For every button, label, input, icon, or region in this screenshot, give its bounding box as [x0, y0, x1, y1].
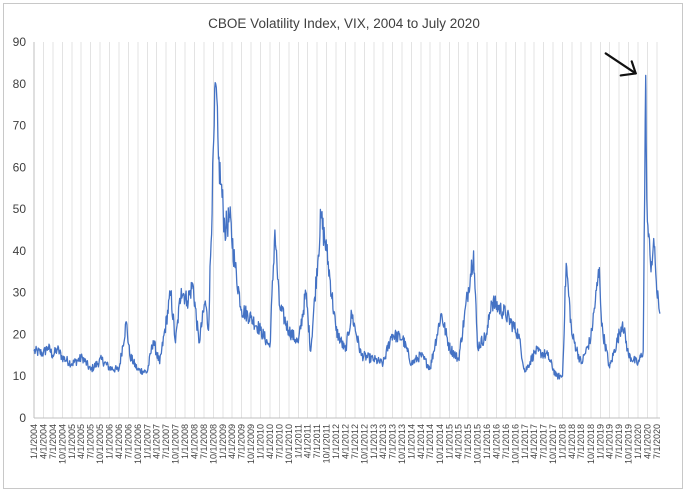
x-tick-label: 4/1/2012: [340, 424, 350, 459]
x-tick-label: 1/1/2017: [520, 424, 530, 459]
y-tick-label: 50: [13, 202, 27, 216]
x-tick-label: 7/1/2018: [576, 424, 586, 459]
x-tick-label: 1/1/2014: [407, 424, 417, 459]
x-tick-label: 7/1/2017: [539, 424, 549, 459]
y-tick-label: 90: [13, 35, 27, 49]
x-tick-label: 7/1/2004: [48, 424, 58, 459]
x-axis-ticks: 1/1/2004 4/1/2004 7/1/2004 10/1/2004 1/1/200…: [29, 424, 662, 464]
x-tick-label: 10/1/2015: [472, 424, 482, 464]
x-tick-label: 4/1/2018: [567, 424, 577, 459]
x-tick-label: 7/1/2015: [463, 424, 473, 459]
x-tick-label: 10/1/2014: [435, 424, 445, 464]
y-tick-label: 40: [13, 244, 27, 258]
x-tick-label: 4/1/2005: [76, 424, 86, 459]
x-tick-label: 4/1/2019: [605, 424, 615, 459]
x-tick-label: 1/1/2004: [29, 424, 39, 459]
x-tick-label: 1/1/2013: [369, 424, 379, 459]
y-tick-label: 10: [13, 369, 27, 383]
x-tick-label: 10/1/2009: [246, 424, 256, 464]
x-tick-label: 4/1/2004: [38, 424, 48, 459]
arrow-head: [619, 60, 637, 77]
x-tick-label: 4/1/2006: [114, 424, 124, 459]
x-tick-label: 1/1/2011: [293, 424, 303, 458]
x-tick-label: 1/1/2012: [331, 424, 341, 459]
x-tick-label: 4/1/2010: [265, 424, 275, 459]
x-tick-label: 4/1/2011: [303, 424, 313, 458]
x-tick-label: 7/1/2014: [425, 424, 435, 459]
x-tick-label: 10/1/2019: [623, 424, 633, 464]
x-tick-label: 4/1/2017: [529, 424, 539, 459]
vix-line-chart: CBOE Volatility Index, VIX, 2004 to July…: [13, 16, 662, 464]
x-tick-label: 10/1/2007: [170, 424, 180, 464]
x-tick-label: 4/1/2008: [189, 424, 199, 459]
x-tick-label: 4/1/2020: [642, 424, 652, 459]
x-tick-label: 7/1/2007: [161, 424, 171, 459]
x-tick-label: 7/1/2020: [652, 424, 662, 459]
x-tick-label: 7/1/2008: [199, 424, 209, 459]
x-tick-label: 4/1/2016: [491, 424, 501, 459]
x-tick-label: 10/1/2018: [586, 424, 596, 464]
arrow-shaft: [604, 52, 637, 75]
x-tick-label: 4/1/2015: [454, 424, 464, 459]
y-axis-ticks: 0 10 20 30 40 50 60 70 80 90: [13, 35, 27, 425]
x-tick-label: 1/1/2006: [105, 424, 115, 459]
x-tick-label: 10/1/2010: [284, 424, 294, 464]
x-tick-label: 7/1/2012: [350, 424, 360, 459]
x-tick-label: 10/1/2017: [548, 424, 558, 464]
y-tick-label: 80: [13, 77, 27, 91]
y-tick-label: 0: [19, 411, 26, 425]
x-tick-label: 1/1/2019: [595, 424, 605, 459]
x-tick-label: 1/1/2018: [558, 424, 568, 459]
x-tick-label: 1/1/2016: [482, 424, 492, 459]
x-tick-label: 4/1/2014: [416, 424, 426, 459]
x-tick-label: 10/1/2008: [208, 424, 218, 464]
chart-title: CBOE Volatility Index, VIX, 2004 to July…: [208, 16, 480, 31]
x-tick-label: 7/1/2019: [614, 424, 624, 459]
y-tick-label: 70: [13, 119, 27, 133]
x-tick-label: 7/1/2009: [237, 424, 247, 459]
series-line-vix: [33, 74, 661, 380]
x-tick-label: 1/1/2010: [256, 424, 266, 459]
x-tick-label: 10/1/2011: [321, 424, 331, 463]
x-tick-label: 1/1/2008: [180, 424, 190, 459]
x-tick-label: 4/1/2009: [227, 424, 237, 459]
x-tick-label: 7/1/2006: [123, 424, 133, 459]
x-tick-label: 10/1/2016: [510, 424, 520, 464]
x-tick-label: 1/1/2009: [218, 424, 228, 459]
y-tick-label: 60: [13, 160, 27, 174]
x-tick-label: 7/1/2005: [86, 424, 96, 459]
x-tick-label: 10/1/2006: [133, 424, 143, 464]
x-tick-label: 10/1/2005: [95, 424, 105, 464]
x-tick-label: 7/1/2016: [501, 424, 511, 459]
x-tick-label: 1/1/2005: [67, 424, 77, 459]
x-tick-label: 10/1/2004: [57, 424, 67, 464]
x-tick-label: 10/1/2013: [397, 424, 407, 464]
x-tick-label: 4/1/2013: [378, 424, 388, 459]
y-tick-label: 30: [13, 286, 27, 300]
x-tick-label: 1/1/2007: [142, 424, 152, 459]
peak-arrow-annotation: [604, 52, 637, 77]
x-tick-label: 7/1/2013: [388, 424, 398, 459]
x-tick-label: 7/1/2011: [312, 424, 322, 458]
x-tick-label: 1/1/2015: [444, 424, 454, 459]
chart-frame: CBOE Volatility Index, VIX, 2004 to July…: [3, 3, 683, 489]
x-tick-label: 1/1/2020: [633, 424, 643, 459]
x-tick-label: 4/1/2007: [152, 424, 162, 459]
y-tick-label: 20: [13, 327, 27, 341]
x-tick-label: 10/1/2012: [359, 424, 369, 464]
x-tick-label: 7/1/2010: [274, 424, 284, 459]
